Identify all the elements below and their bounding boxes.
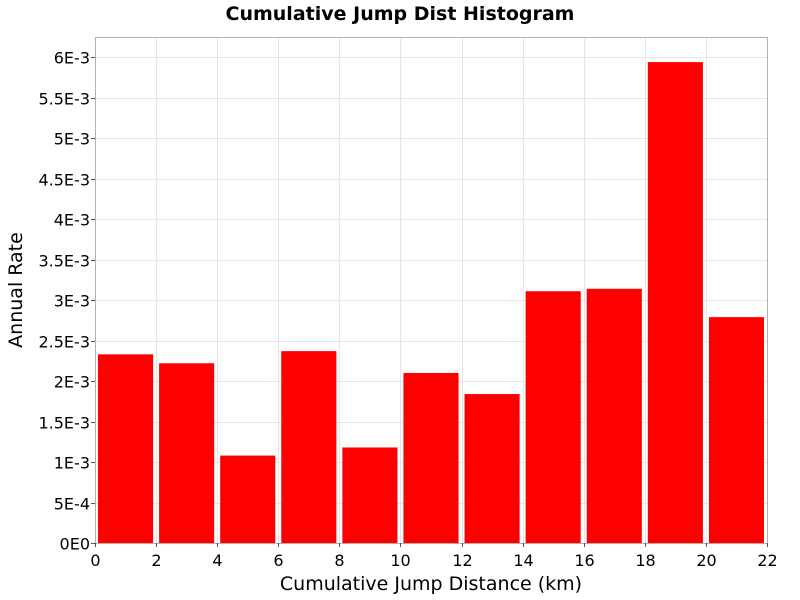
y-tick-label: 5E-3 <box>54 130 90 149</box>
y-tick-label: 4E-3 <box>54 211 90 230</box>
x-tick-label: 16 <box>574 551 594 570</box>
x-axis-label: Cumulative Jump Distance (km) <box>280 573 582 595</box>
x-tick-label: 8 <box>334 551 344 570</box>
y-tick-label: 3.5E-3 <box>38 252 90 271</box>
y-axis-label: Annual Rate <box>5 232 27 348</box>
y-tick-label: 5.5E-3 <box>38 90 90 109</box>
histogram-bar <box>708 317 764 543</box>
x-tick-label: 0 <box>90 551 100 570</box>
y-tick-label: 3E-3 <box>54 292 90 311</box>
histogram-bar <box>281 351 337 543</box>
y-tick-label: 1.5E-3 <box>38 414 90 433</box>
x-tick-label: 2 <box>151 551 161 570</box>
bars <box>98 62 764 544</box>
y-tick-label: 6E-3 <box>54 49 90 68</box>
y-tick-label: 0E0 <box>60 535 90 554</box>
histogram-bar <box>525 291 581 543</box>
x-tick-label: 6 <box>273 551 283 570</box>
y-tick-label: 2E-3 <box>54 373 90 392</box>
histogram-bar <box>586 288 642 543</box>
chart-title: Cumulative Jump Dist Histogram <box>226 3 575 25</box>
y-tick-label: 2.5E-3 <box>38 333 90 352</box>
x-tick-label: 20 <box>696 551 716 570</box>
x-tick-label: 10 <box>390 551 410 570</box>
histogram-bar <box>98 354 154 543</box>
histogram-bar <box>464 394 520 543</box>
x-tick-label: 12 <box>452 551 472 570</box>
histogram-bar <box>342 447 398 543</box>
histogram-bar <box>403 372 459 543</box>
y-tick-label: 4.5E-3 <box>38 171 90 190</box>
plot-area <box>95 37 768 544</box>
histogram-bar <box>220 455 276 543</box>
x-tick-label: 14 <box>513 551 533 570</box>
histogram-bar <box>647 62 703 544</box>
x-tick-label: 22 <box>757 551 777 570</box>
y-tick-label: 5E-4 <box>54 495 90 514</box>
axis-ticks: 0 2 4 6 8 10 12 14 16 18 20 22 0E0 5E-4 1E-3 1.5E-3 2E-3… <box>38 49 777 571</box>
x-tick-label: 18 <box>635 551 655 570</box>
histogram-bar <box>159 363 215 543</box>
y-tick-label: 1E-3 <box>54 454 90 473</box>
x-tick-label: 4 <box>212 551 222 570</box>
